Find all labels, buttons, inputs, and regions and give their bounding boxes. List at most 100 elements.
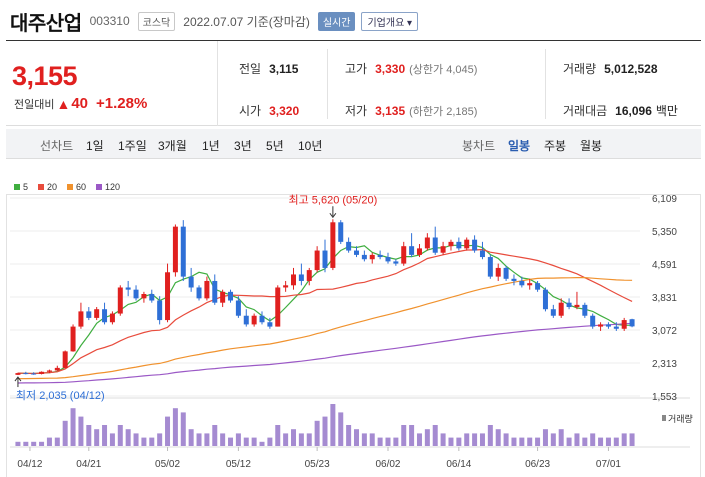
candle-body xyxy=(141,294,147,299)
tab-weekly[interactable]: 주봉 xyxy=(544,139,567,153)
candle-body xyxy=(86,311,92,318)
volume-bar xyxy=(535,437,541,446)
legend-label: 5 xyxy=(23,182,29,192)
ma-legend: 5 20 60 120 xyxy=(14,182,130,192)
volume-bar xyxy=(306,433,312,446)
ma120-line xyxy=(17,322,633,384)
line-chart-label[interactable]: 선차트 xyxy=(40,139,74,153)
period-3y[interactable]: 3년 xyxy=(234,139,252,153)
period-1y[interactable]: 1년 xyxy=(202,139,220,153)
candle-body xyxy=(291,274,297,286)
volume-bar xyxy=(149,437,155,446)
period-5y[interactable]: 5년 xyxy=(266,139,284,153)
candle-body xyxy=(165,272,171,321)
candle-body xyxy=(527,283,533,286)
volume-bar xyxy=(519,437,525,446)
candle-body xyxy=(440,246,446,253)
current-price-box: 3,155 전일대비 ▲ 40 +1.28% xyxy=(6,41,218,126)
y-tick-label: 3,072 xyxy=(652,326,677,337)
divider xyxy=(545,49,546,119)
candle-body xyxy=(314,250,320,271)
candle-body xyxy=(621,320,627,329)
legend-ma60[interactable]: 60 xyxy=(67,182,86,192)
tab-monthly[interactable]: 월봉 xyxy=(580,139,603,153)
prev-close-value: 3,115 xyxy=(269,62,299,76)
candle-chart-label[interactable]: 봉차트 xyxy=(462,139,496,153)
volume-bar xyxy=(472,433,478,446)
candle-body xyxy=(393,261,399,264)
tab-daily[interactable]: 일봉 xyxy=(508,139,531,153)
volume-bar xyxy=(62,420,68,446)
chart-frame xyxy=(6,194,701,477)
period-1d[interactable]: 1일 xyxy=(86,139,104,153)
period-3m[interactable]: 3개월 xyxy=(158,139,187,153)
volume-bar xyxy=(259,441,265,446)
divider xyxy=(327,49,328,119)
volume-bar xyxy=(550,433,556,446)
swatch xyxy=(67,184,74,190)
volume-bar xyxy=(86,425,92,446)
price-change: 전일대비 ▲ 40 +1.28% xyxy=(14,95,147,112)
candle-body xyxy=(338,222,344,242)
swatch xyxy=(14,184,20,190)
volume-bar xyxy=(212,425,218,446)
candle-body xyxy=(574,304,580,308)
candle-body xyxy=(31,373,37,375)
max-arrow-head xyxy=(329,212,337,219)
realtime-button[interactable]: 실시간 xyxy=(317,11,356,31)
volume-bar xyxy=(558,429,564,446)
candle-body xyxy=(133,289,139,299)
candle-body xyxy=(511,278,517,281)
volume-bar xyxy=(416,433,422,446)
candle-body xyxy=(212,280,218,303)
change-percent: +1.28% xyxy=(96,95,148,112)
volume-bar xyxy=(235,433,241,446)
candle-body xyxy=(369,254,375,260)
up-triangle-icon: ▲ xyxy=(56,95,71,112)
candle-body xyxy=(243,315,249,325)
legend-ma20[interactable]: 20 xyxy=(38,182,57,192)
volume-bar xyxy=(188,429,194,446)
candle-body xyxy=(117,287,123,314)
volume-bar xyxy=(275,425,281,446)
amount-value: 16,096 xyxy=(615,104,652,118)
candle-body xyxy=(39,371,45,374)
volume-bar xyxy=(243,437,249,446)
period-10y[interactable]: 10년 xyxy=(298,139,323,153)
volume-bar xyxy=(291,429,297,446)
candle-body xyxy=(306,270,312,281)
volume-label: 거래량 xyxy=(563,62,597,76)
period-1w[interactable]: 1주일 xyxy=(118,139,147,153)
volume-bar xyxy=(621,433,627,446)
volume-bar xyxy=(598,437,604,446)
candle-body xyxy=(448,241,454,247)
swatch xyxy=(96,184,103,190)
legend-label: 120 xyxy=(105,182,121,192)
candle-body xyxy=(519,280,525,286)
legend-ma120[interactable]: 120 xyxy=(96,182,120,192)
volume-legend-swatch xyxy=(662,415,666,421)
volume-bar xyxy=(377,437,383,446)
volume-bar xyxy=(109,433,115,446)
legend-ma5[interactable]: 5 xyxy=(14,182,28,192)
x-tick-label: 06/23 xyxy=(525,459,550,470)
price-detail-grid: 전일 3,115 고가 3,330 (상한가 4,045) 거래량 5,012,… xyxy=(219,41,701,126)
volume-axis-label: 거래량 xyxy=(668,413,693,424)
swatch xyxy=(38,184,45,190)
candle-body xyxy=(235,300,241,316)
candle-body xyxy=(23,373,29,375)
volume-bar xyxy=(267,437,273,446)
candle-body xyxy=(346,241,352,251)
as-of-date: 2022.07.07 기준(장마감) xyxy=(183,14,310,29)
company-info-dropdown[interactable]: 기업개요 ▾ xyxy=(361,11,419,31)
candle-body xyxy=(456,241,462,249)
candle-body xyxy=(102,309,108,323)
candle-body xyxy=(401,246,407,264)
volume-bar xyxy=(440,433,446,446)
volume-bar xyxy=(503,433,509,446)
volume-bar xyxy=(582,437,588,446)
candle-body xyxy=(204,280,210,299)
volume-bar xyxy=(125,429,131,446)
volume-bar xyxy=(251,437,257,446)
